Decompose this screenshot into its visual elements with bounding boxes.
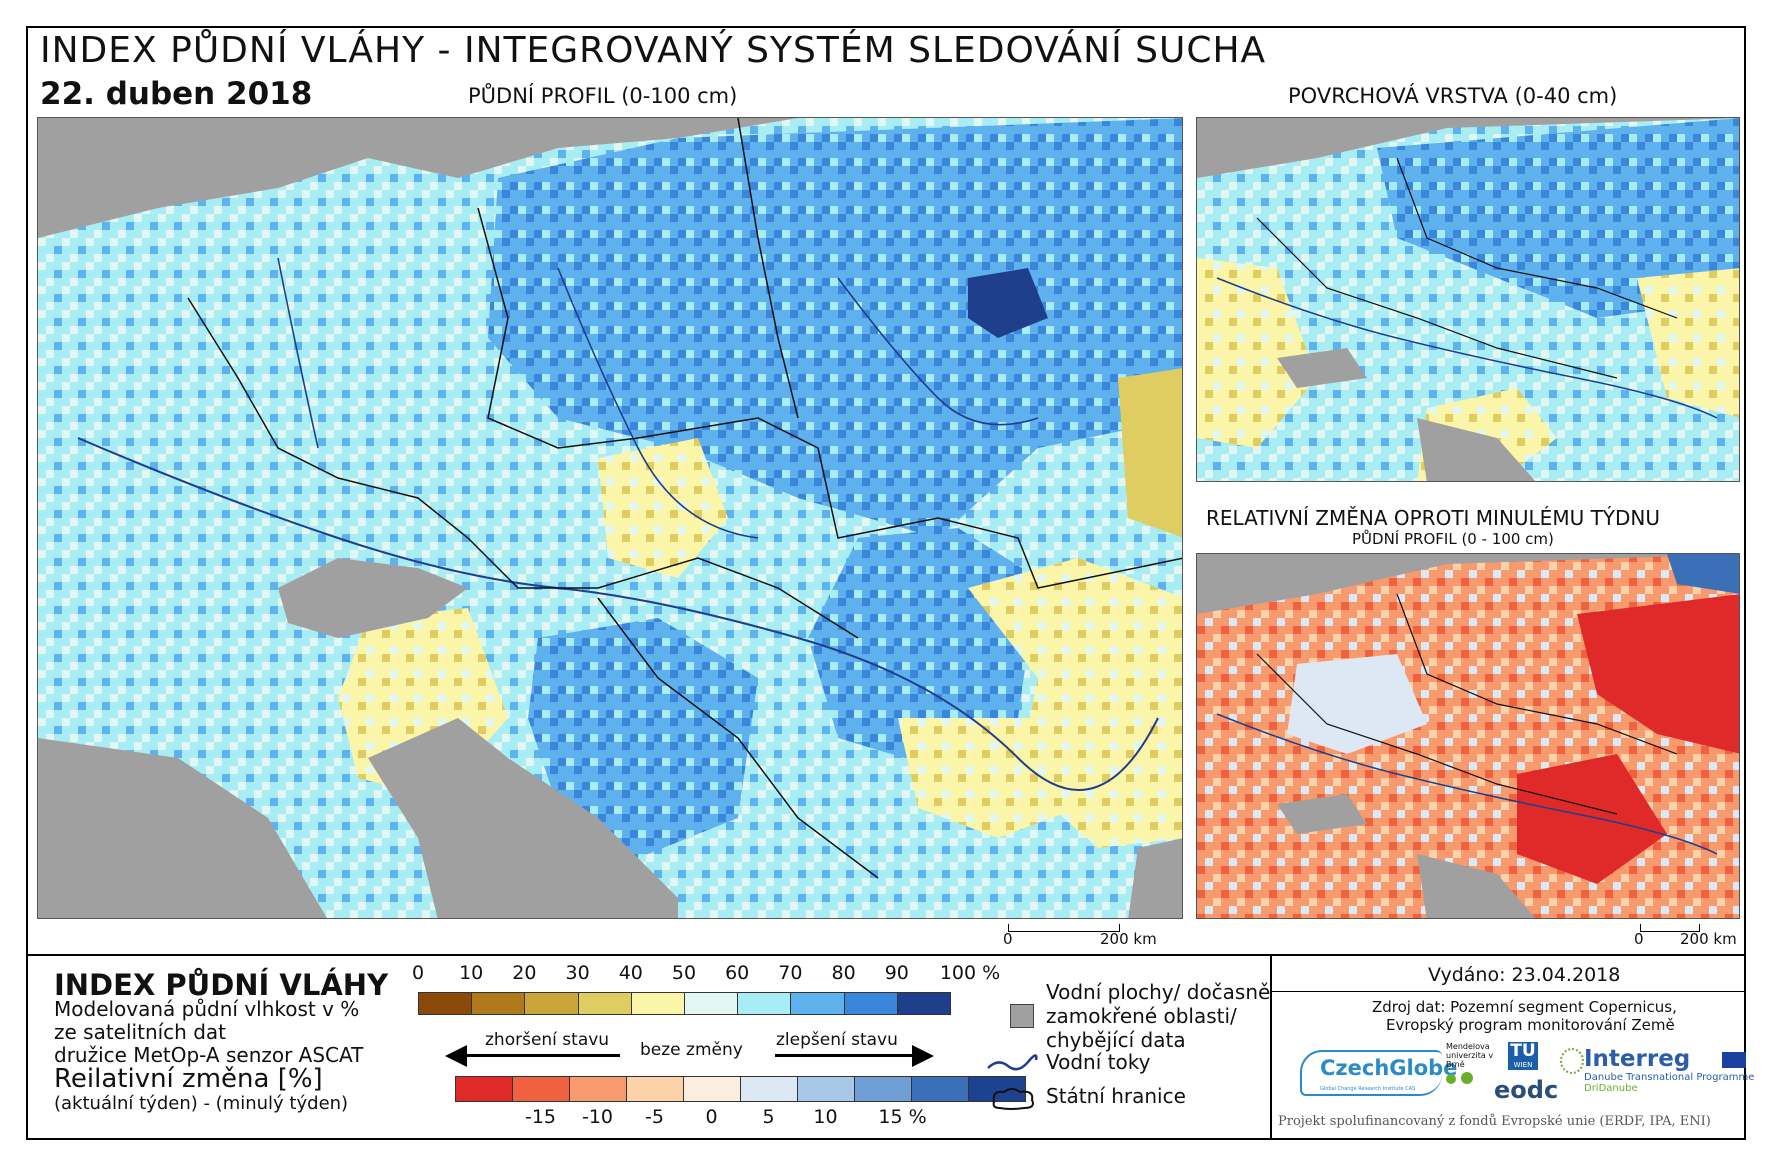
legend-desc-2: ze satelitních dat — [54, 1020, 226, 1044]
main-soil-moisture-map — [37, 117, 1183, 919]
right-arrow-icon — [912, 1045, 934, 1067]
legend-divider — [27, 954, 1745, 956]
interreg-logo-sub1: Danube Transnational Programme — [1584, 1072, 1755, 1083]
relative-change-sub: (aktuální týden) - (minulý týden) — [54, 1093, 349, 1114]
index-color-swatch — [737, 992, 792, 1015]
inset-scalebar-zero: 0 — [1634, 930, 1644, 948]
green-dot-icon — [1446, 1074, 1456, 1084]
tu-logo-text: TU — [1510, 1041, 1536, 1061]
main-scalebar — [1008, 924, 1120, 932]
interreg-logo-sub2: DriDanube — [1584, 1083, 1638, 1094]
relative-change-title: Reilativní změna [%] — [54, 1064, 323, 1094]
eu-flag-icon — [1722, 1052, 1746, 1068]
mendel-logo: Mendelova univerzita v Brně — [1446, 1042, 1504, 1088]
eodc-logo: eodc — [1494, 1076, 1559, 1104]
river-line-icon — [986, 1052, 1038, 1080]
change-tick-label: 5 — [762, 1106, 775, 1128]
change-tick-label: 0 — [705, 1106, 718, 1128]
water-bodies-label-3: chybějící data — [1046, 1028, 1186, 1052]
index-tick-label: 100 % — [939, 962, 1001, 984]
main-scalebar-end: 200 km — [1100, 930, 1157, 948]
index-tick-label: 80 — [831, 962, 856, 984]
change-color-swatch — [455, 1076, 513, 1102]
change-color-swatch — [683, 1076, 741, 1102]
improving-label: zlepšení stavu — [776, 1030, 898, 1050]
interreg-emblem-icon — [1560, 1048, 1584, 1074]
funding-note: Projekt spolufinancovaný z fondů Evropsk… — [1278, 1114, 1711, 1129]
index-tick-label: 60 — [725, 962, 750, 984]
page-title: INDEX PŮDNÍ VLÁHY - INTEGROVANÝ SYSTÉM S… — [40, 30, 1267, 71]
change-color-swatch — [512, 1076, 570, 1102]
change-color-swatch — [854, 1076, 912, 1102]
tu-logo-sub: WIEN — [1513, 1061, 1533, 1069]
index-color-swatch — [630, 992, 685, 1015]
bottom-right-map-label: RELATIVNÍ ZMĚNA OPROTI MINULÉMU TÝDNU — [1206, 506, 1661, 530]
index-color-swatch — [790, 992, 845, 1015]
legend-title: INDEX PŮDNÍ VLÁHY — [54, 968, 389, 1002]
data-source-2: Evropský program monitorování Země — [1386, 1016, 1675, 1034]
inset-scalebar-end: 200 km — [1680, 930, 1737, 948]
change-tick-label: 15 % — [878, 1106, 927, 1128]
change-color-swatch — [569, 1076, 627, 1102]
change-color-swatch — [797, 1076, 855, 1102]
main-scalebar-zero: 0 — [1003, 930, 1013, 948]
index-tick-label: 30 — [565, 962, 590, 984]
index-color-swatch — [471, 992, 526, 1015]
tu-wien-logo: TU WIEN — [1508, 1042, 1538, 1070]
no-change-label: beze změny — [640, 1040, 743, 1060]
improving-arrow-line — [775, 1054, 925, 1057]
date-label: 22. duben 2018 — [40, 76, 313, 112]
border-outline-icon — [988, 1084, 1040, 1116]
change-color-swatch — [911, 1076, 969, 1102]
change-color-swatch — [740, 1076, 798, 1102]
change-color-swatch — [626, 1076, 684, 1102]
change-tick-label: -15 — [524, 1106, 557, 1128]
mendel-logo-text: Mendelova univerzita v Brně — [1446, 1042, 1494, 1069]
main-map-label: PŮDNÍ PROFIL (0-100 cm) — [468, 84, 738, 108]
index-tick-label: 0 — [411, 962, 425, 984]
legend-desc-3: družice MetOp-A senzor ASCAT — [54, 1043, 364, 1067]
index-tick-label: 70 — [778, 962, 803, 984]
data-source-1: Zdroj dat: Pozemní segment Copernicus, — [1372, 998, 1677, 1016]
info-divider — [1270, 954, 1272, 1138]
change-tick-label: -10 — [581, 1106, 614, 1128]
index-color-swatch — [524, 992, 579, 1015]
borders-label: Státní hranice — [1046, 1084, 1186, 1108]
czechglobe-logo: CzechGlobe Global Change Research Instit… — [1300, 1050, 1457, 1096]
interreg-logo: Interreg Danube Transnational Programme … — [1560, 1046, 1754, 1094]
inset-scalebar — [1640, 924, 1700, 932]
change-tick-label: -5 — [645, 1106, 664, 1128]
czechglobe-logo-text: CzechGlobe — [1320, 1056, 1458, 1080]
issued-divider — [1270, 991, 1745, 992]
index-color-swatch — [418, 992, 473, 1015]
index-color-swatch — [577, 992, 632, 1015]
index-tick-label: 10 — [459, 962, 484, 984]
relative-change-map — [1196, 553, 1740, 919]
index-tick-label: 50 — [671, 962, 697, 984]
index-color-swatch — [843, 992, 898, 1015]
index-color-swatch — [684, 992, 739, 1015]
index-color-swatch — [896, 992, 951, 1015]
index-tick-label: 90 — [884, 962, 909, 984]
worsening-arrow-line — [455, 1054, 620, 1057]
worsening-label: zhoršení stavu — [485, 1030, 610, 1050]
top-right-map-label: POVRCHOVÁ VRSTVA (0-40 cm) — [1288, 84, 1618, 108]
figure-frame — [26, 26, 1746, 1140]
issued-date: Vydáno: 23.04.2018 — [1428, 964, 1621, 986]
water-bodies-label-1: Vodní plochy/ dočasně — [1046, 980, 1271, 1004]
rivers-label: Vodní toky — [1046, 1050, 1151, 1074]
interreg-logo-text: Interreg — [1584, 1046, 1691, 1072]
legend-desc-1: Modelovaná půdní vlhkost v % — [54, 997, 360, 1021]
surface-layer-map — [1196, 117, 1740, 482]
index-tick-label: 20 — [512, 962, 537, 984]
left-arrow-icon — [445, 1045, 467, 1067]
green-dot-icon — [1461, 1072, 1474, 1084]
water-bodies-swatch — [1010, 1004, 1034, 1028]
czechglobe-logo-sub: Global Change Research Institute CAS — [1320, 1086, 1416, 1092]
change-tick-label: 10 — [813, 1106, 838, 1128]
water-bodies-label-2: zamokřené oblasti/ — [1046, 1004, 1237, 1028]
index-tick-label: 40 — [618, 962, 643, 984]
bottom-right-map-sublabel: PŮDNÍ PROFIL (0 - 100 cm) — [1352, 530, 1554, 548]
